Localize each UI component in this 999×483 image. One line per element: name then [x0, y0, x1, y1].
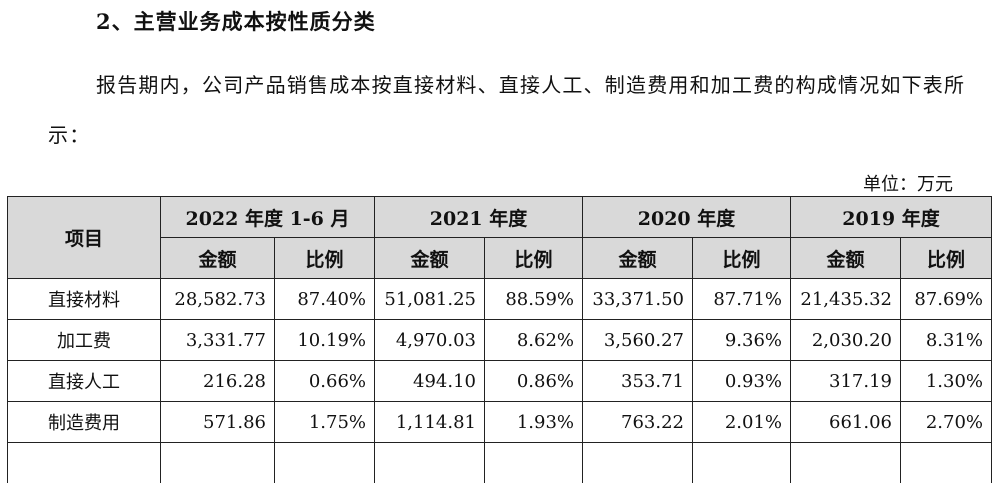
table-cell: 51,081.25 [375, 279, 485, 320]
table-cell: 2.01% [693, 402, 791, 443]
table-cell: 4,970.03 [375, 320, 485, 361]
table-row: 加工费 3,331.77 10.19% 4,970.03 8.62% 3,560… [8, 320, 992, 361]
row-label: 直接人工 [8, 361, 161, 402]
header-amount: 金额 [375, 238, 485, 279]
table-row: 直接人工 216.28 0.66% 494.10 0.86% 353.71 0.… [8, 361, 992, 402]
table-cell: 0.93% [693, 361, 791, 402]
table-cell: 763.22 [583, 402, 693, 443]
header-amount: 金额 [161, 238, 275, 279]
table-cell: 317.19 [791, 361, 901, 402]
table-row: 直接材料 28,582.73 87.40% 51,081.25 88.59% 3… [8, 279, 992, 320]
header-ratio: 比例 [485, 238, 583, 279]
cost-table: 项目 2022 年度 1-6 月 2021 年度 2020 年度 2019 年度… [7, 196, 992, 483]
table-cell: 8.62% [485, 320, 583, 361]
table-cell: 216.28 [161, 361, 275, 402]
header-ratio: 比例 [693, 238, 791, 279]
header-amount: 金额 [583, 238, 693, 279]
table-cell: 0.86% [485, 361, 583, 402]
header-period: 2021 年度 [375, 197, 583, 238]
table-cell: 21,435.32 [791, 279, 901, 320]
header-ratio: 比例 [275, 238, 375, 279]
section-heading: 2、主营业务成本按性质分类 [96, 6, 376, 36]
table-row: 制造费用 571.86 1.75% 1,114.81 1.93% 763.22 … [8, 402, 992, 443]
table-cell: 28,582.73 [161, 279, 275, 320]
table-cell: 3,331.77 [161, 320, 275, 361]
header-item: 项目 [8, 197, 161, 279]
table-cell: 1.93% [485, 402, 583, 443]
table-row-cutoff [8, 443, 992, 483]
header-period: 2019 年度 [791, 197, 992, 238]
table-cell: 87.71% [693, 279, 791, 320]
table-cell: 494.10 [375, 361, 485, 402]
row-label: 制造费用 [8, 402, 161, 443]
table-cell: 1.75% [275, 402, 375, 443]
table-cell: 2,030.20 [791, 320, 901, 361]
table-cell: 1,114.81 [375, 402, 485, 443]
table-cell: 1.30% [901, 361, 992, 402]
table-cell: 2.70% [901, 402, 992, 443]
table-cell: 9.36% [693, 320, 791, 361]
table-cell: 87.69% [901, 279, 992, 320]
table-cell: 3,560.27 [583, 320, 693, 361]
header-ratio: 比例 [901, 238, 992, 279]
table-cell: 8.31% [901, 320, 992, 361]
table-cell: 33,371.50 [583, 279, 693, 320]
header-period: 2020 年度 [583, 197, 791, 238]
table-cell: 571.86 [161, 402, 275, 443]
table-cell: 661.06 [791, 402, 901, 443]
row-label: 直接材料 [8, 279, 161, 320]
table-cell: 87.40% [275, 279, 375, 320]
row-label: 加工费 [8, 320, 161, 361]
table-cell: 0.66% [275, 361, 375, 402]
table-cell: 10.19% [275, 320, 375, 361]
header-amount: 金额 [791, 238, 901, 279]
table-cell: 353.71 [583, 361, 693, 402]
table-cell: 88.59% [485, 279, 583, 320]
unit-label: 单位：万元 [863, 170, 953, 196]
intro-paragraph: 报告期内，公司产品销售成本按直接材料、直接人工、制造费用和加工费的构成情况如下表… [48, 60, 968, 160]
header-period: 2022 年度 1-6 月 [161, 197, 375, 238]
